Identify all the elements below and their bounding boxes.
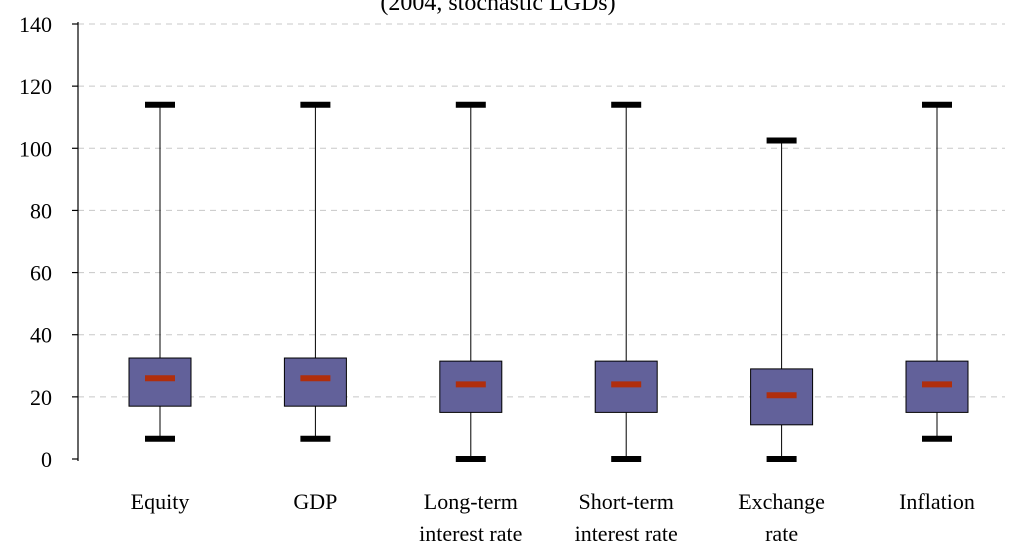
box-plot-group: [750, 137, 814, 462]
category-label-line: Equity: [131, 489, 190, 514]
category-label: Inflation: [899, 489, 975, 514]
category-label-line: interest rate: [419, 521, 522, 546]
category-label-line: Long-term: [424, 489, 518, 514]
y-tick-label: 100: [19, 136, 52, 161]
box-plot-group: [594, 101, 658, 462]
category-labels: Equity GDP Long-term interest rateShort-ter…: [131, 489, 975, 546]
category-label: Exchange rate: [738, 489, 825, 546]
boxes: [128, 101, 969, 462]
y-tick-label: 80: [30, 198, 52, 223]
category-label-line: Inflation: [899, 489, 975, 514]
y-tick-label: 40: [30, 323, 52, 348]
category-label: Long-term interest rate: [419, 489, 522, 546]
y-tick-label: 60: [30, 261, 52, 286]
category-label: Short-term interest rate: [575, 489, 678, 546]
y-axis: 0 20 40 60 80 100 120 140: [19, 12, 79, 472]
y-tick-label: 140: [19, 12, 52, 37]
category-label: GDP: [293, 489, 337, 514]
chart-title: (2004, stochastic LGDs): [380, 0, 615, 16]
y-tick-label: 20: [30, 385, 52, 410]
category-label-line: rate: [765, 521, 798, 546]
category-label-line: interest rate: [575, 521, 678, 546]
category-label: Equity: [131, 489, 190, 514]
iqr-box: [128, 357, 192, 407]
category-label-line: Short-term: [579, 489, 674, 514]
grid-lines: [78, 23, 1005, 398]
box-plot-group: [128, 101, 192, 442]
y-tick-label: 0: [41, 447, 52, 472]
box-plot-group: [905, 101, 969, 442]
box-plot-group: [283, 101, 347, 442]
iqr-box: [283, 357, 347, 407]
category-label-line: Exchange: [738, 489, 825, 514]
category-label-line: GDP: [293, 489, 337, 514]
y-tick-label: 120: [19, 74, 52, 99]
box-plot-group: [439, 101, 503, 462]
